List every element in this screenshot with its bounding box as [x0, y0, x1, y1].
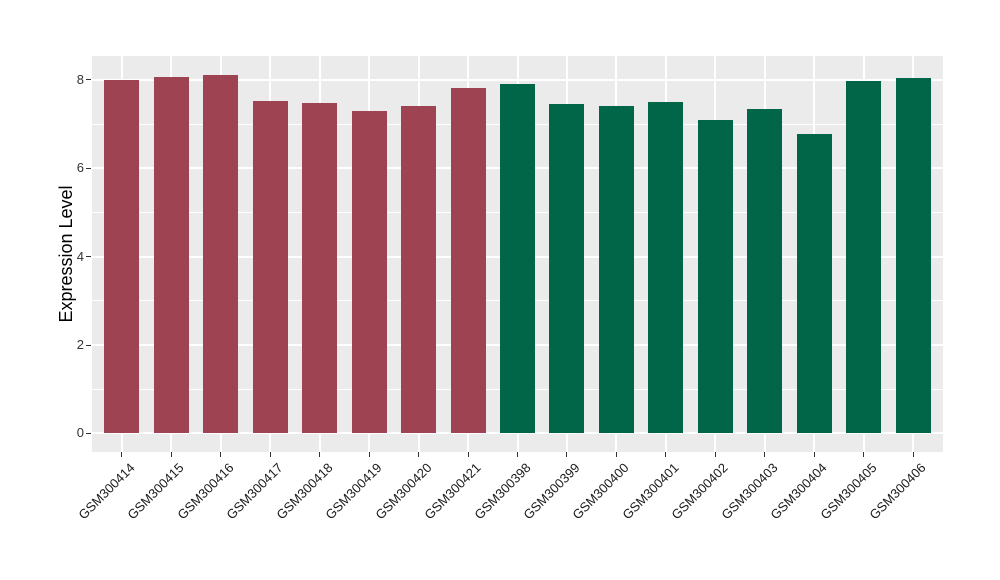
- y-tick-label: 6: [76, 160, 84, 176]
- plot-panel: [92, 56, 943, 452]
- x-tick-mark: [566, 452, 568, 457]
- bar-GSM300405: [846, 80, 882, 434]
- x-tick-mark: [319, 452, 321, 457]
- y-tick-mark: [86, 432, 91, 434]
- x-tick-mark: [813, 452, 815, 457]
- bar-GSM300400: [598, 106, 634, 434]
- y-tick-label: 8: [76, 71, 84, 87]
- x-tick-mark: [615, 452, 617, 457]
- x-tick-mark: [665, 452, 667, 457]
- bar-GSM300406: [895, 77, 931, 434]
- x-tick-mark: [467, 452, 469, 457]
- y-tick-mark: [86, 79, 91, 81]
- x-tick-mark: [170, 452, 172, 457]
- bar-GSM300419: [351, 111, 387, 434]
- x-tick-mark: [863, 452, 865, 457]
- x-tick-mark: [220, 452, 222, 457]
- x-tick-mark: [368, 452, 370, 457]
- bar-GSM300420: [401, 105, 437, 434]
- x-tick-mark: [714, 452, 716, 457]
- bar-GSM300402: [697, 120, 733, 434]
- x-tick-mark: [764, 452, 766, 457]
- bar-GSM300418: [302, 103, 338, 434]
- bar-GSM300401: [648, 101, 684, 434]
- y-tick-label: 0: [76, 425, 84, 441]
- bar-GSM300417: [252, 100, 288, 434]
- bar-GSM300404: [796, 134, 832, 434]
- x-tick-mark: [121, 452, 123, 457]
- x-tick-mark: [912, 452, 914, 457]
- bar-GSM300403: [747, 109, 783, 434]
- x-tick-mark: [418, 452, 420, 457]
- bar-GSM300414: [104, 79, 140, 434]
- bar-GSM300415: [153, 76, 189, 434]
- bar-GSM300421: [450, 87, 486, 434]
- y-tick-mark: [86, 344, 91, 346]
- y-tick-mark: [86, 167, 91, 169]
- bar-GSM300398: [500, 84, 535, 434]
- bar-GSM300399: [549, 104, 585, 434]
- y-tick-label: 2: [76, 337, 84, 353]
- x-tick-mark: [269, 452, 271, 457]
- bar-GSM300416: [203, 74, 239, 434]
- y-tick-label: 4: [76, 248, 84, 264]
- x-tick-mark: [517, 452, 518, 457]
- y-tick-mark: [86, 256, 91, 258]
